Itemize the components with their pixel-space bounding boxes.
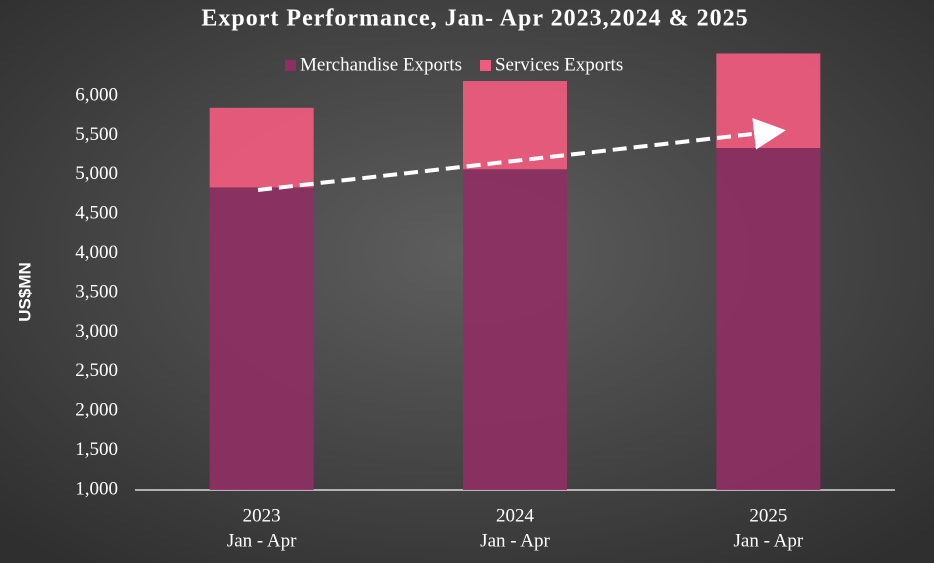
y-tick-label: 6,000 <box>75 84 118 105</box>
legend-label: Services Exports <box>495 54 623 75</box>
y-tick-label: 2,500 <box>75 360 118 381</box>
x-tick-label: 2023 <box>243 505 281 526</box>
bar-segment <box>209 187 314 490</box>
y-tick-label: 3,500 <box>75 281 118 302</box>
y-tick-label: 2,000 <box>75 400 118 421</box>
y-tick-label: 4,500 <box>75 203 118 224</box>
legend-swatch <box>285 60 296 71</box>
bar-segment <box>716 148 821 490</box>
x-tick-label: Jan - Apr <box>734 530 804 551</box>
x-tick-label: Jan - Apr <box>480 530 550 551</box>
x-tick-label: Jan - Apr <box>227 530 297 551</box>
legend-label: Merchandise Exports <box>300 54 462 75</box>
bar-segment <box>209 107 314 188</box>
x-tick-label: 2025 <box>749 505 787 526</box>
chart-title: Export Performance, Jan- Apr 2023,2024 &… <box>201 6 748 32</box>
trend-arrow <box>257 117 786 192</box>
y-tick-label: 5,500 <box>75 124 118 145</box>
legend-swatch <box>479 60 491 71</box>
bar-segment <box>463 81 567 170</box>
y-tick-label: 4,000 <box>75 242 118 263</box>
y-tick-label: 5,000 <box>75 163 118 184</box>
y-tick-label: 1,500 <box>75 439 118 460</box>
y-tick-label: 3,000 <box>75 321 118 342</box>
x-tick-label: 2024 <box>496 505 535 526</box>
y-tick-label: 1,000 <box>75 478 118 499</box>
bar-segment <box>463 169 567 490</box>
y-axis-label: US$MN <box>15 262 34 322</box>
